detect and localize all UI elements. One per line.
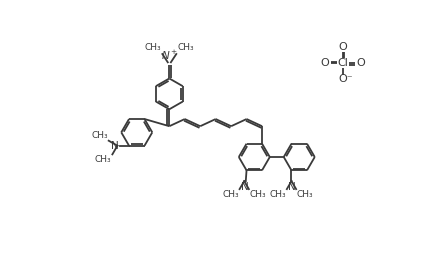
Text: N: N bbox=[241, 182, 249, 192]
Text: CH₃: CH₃ bbox=[144, 44, 161, 52]
Text: O⁻: O⁻ bbox=[339, 74, 354, 84]
Text: CH₃: CH₃ bbox=[250, 190, 266, 199]
Text: Cl: Cl bbox=[337, 58, 348, 68]
Text: N: N bbox=[111, 141, 119, 151]
Text: CH₃: CH₃ bbox=[270, 190, 286, 199]
Text: $N^+$: $N^+$ bbox=[161, 49, 178, 62]
Text: O: O bbox=[339, 42, 347, 52]
Text: CH₃: CH₃ bbox=[91, 131, 108, 140]
Text: O: O bbox=[321, 58, 329, 68]
Text: CH₃: CH₃ bbox=[178, 44, 194, 52]
Text: O: O bbox=[357, 58, 365, 68]
Text: CH₃: CH₃ bbox=[95, 155, 111, 164]
Text: CH₃: CH₃ bbox=[222, 190, 239, 199]
Text: N: N bbox=[288, 182, 295, 192]
Text: CH₃: CH₃ bbox=[297, 190, 313, 199]
